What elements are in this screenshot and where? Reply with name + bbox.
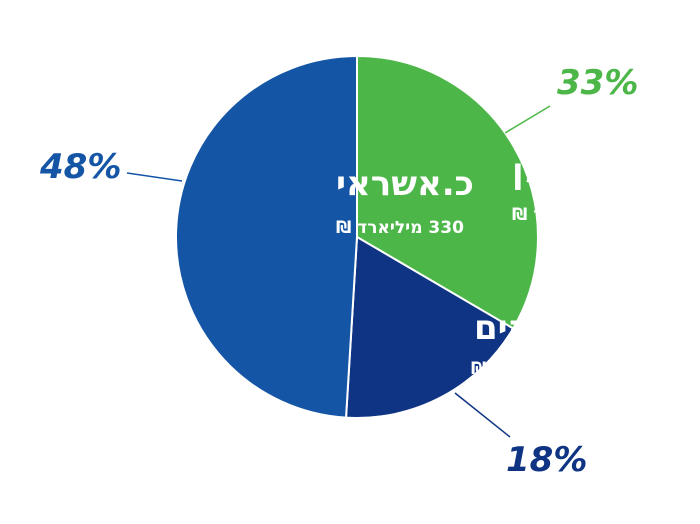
pie-slice-credit xyxy=(175,54,358,419)
pct-label-credit: 48% xyxy=(39,147,121,187)
leader-lines xyxy=(126,105,551,438)
leader-line-credit xyxy=(126,172,183,182)
slice-name-credit: כ.אשראי xyxy=(336,164,474,204)
pie-slice-checks xyxy=(344,235,515,419)
slice-value-cash: 225 מיליארד ₪ xyxy=(512,205,640,225)
slice-value-credit: 330 מיליארד ₪ xyxy=(336,218,464,238)
slice-name-checks: צ׳קים xyxy=(474,308,570,348)
pie-slice-cash xyxy=(356,54,539,330)
pct-label-cash: 33% xyxy=(557,63,638,103)
pct-label-checks: 18% xyxy=(506,440,587,480)
leader-line-checks xyxy=(454,392,511,438)
slice-name-cash: מזומן xyxy=(512,151,598,191)
slice-value-checks: 118 מיליארד ₪ xyxy=(471,359,599,379)
leader-line-cash xyxy=(504,105,551,134)
pie-slices xyxy=(175,54,539,419)
